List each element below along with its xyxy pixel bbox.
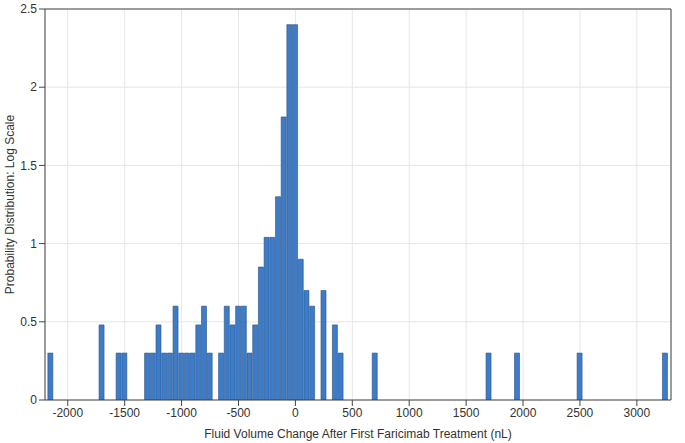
svg-text:Fluid Volume Change After Firs: Fluid Volume Change After First Faricima… [204, 427, 511, 441]
svg-text:2500: 2500 [567, 406, 594, 420]
svg-text:-2000: -2000 [52, 406, 83, 420]
svg-text:3000: 3000 [624, 406, 651, 420]
svg-text:0: 0 [292, 406, 299, 420]
svg-text:0.5: 0.5 [20, 315, 37, 329]
svg-text:-1500: -1500 [109, 406, 140, 420]
svg-text:2000: 2000 [510, 406, 537, 420]
svg-text:1000: 1000 [396, 406, 423, 420]
svg-text:-500: -500 [226, 406, 250, 420]
svg-text:1500: 1500 [453, 406, 480, 420]
svg-text:1.5: 1.5 [20, 159, 37, 173]
svg-text:2: 2 [30, 80, 37, 94]
svg-text:-1000: -1000 [166, 406, 197, 420]
svg-text:2.5: 2.5 [20, 2, 37, 16]
svg-text:0: 0 [30, 393, 37, 407]
svg-text:Probability Distribution: Log: Probability Distribution: Log Scale [8, 114, 17, 294]
svg-text:500: 500 [342, 406, 362, 420]
svg-text:1: 1 [30, 237, 37, 251]
